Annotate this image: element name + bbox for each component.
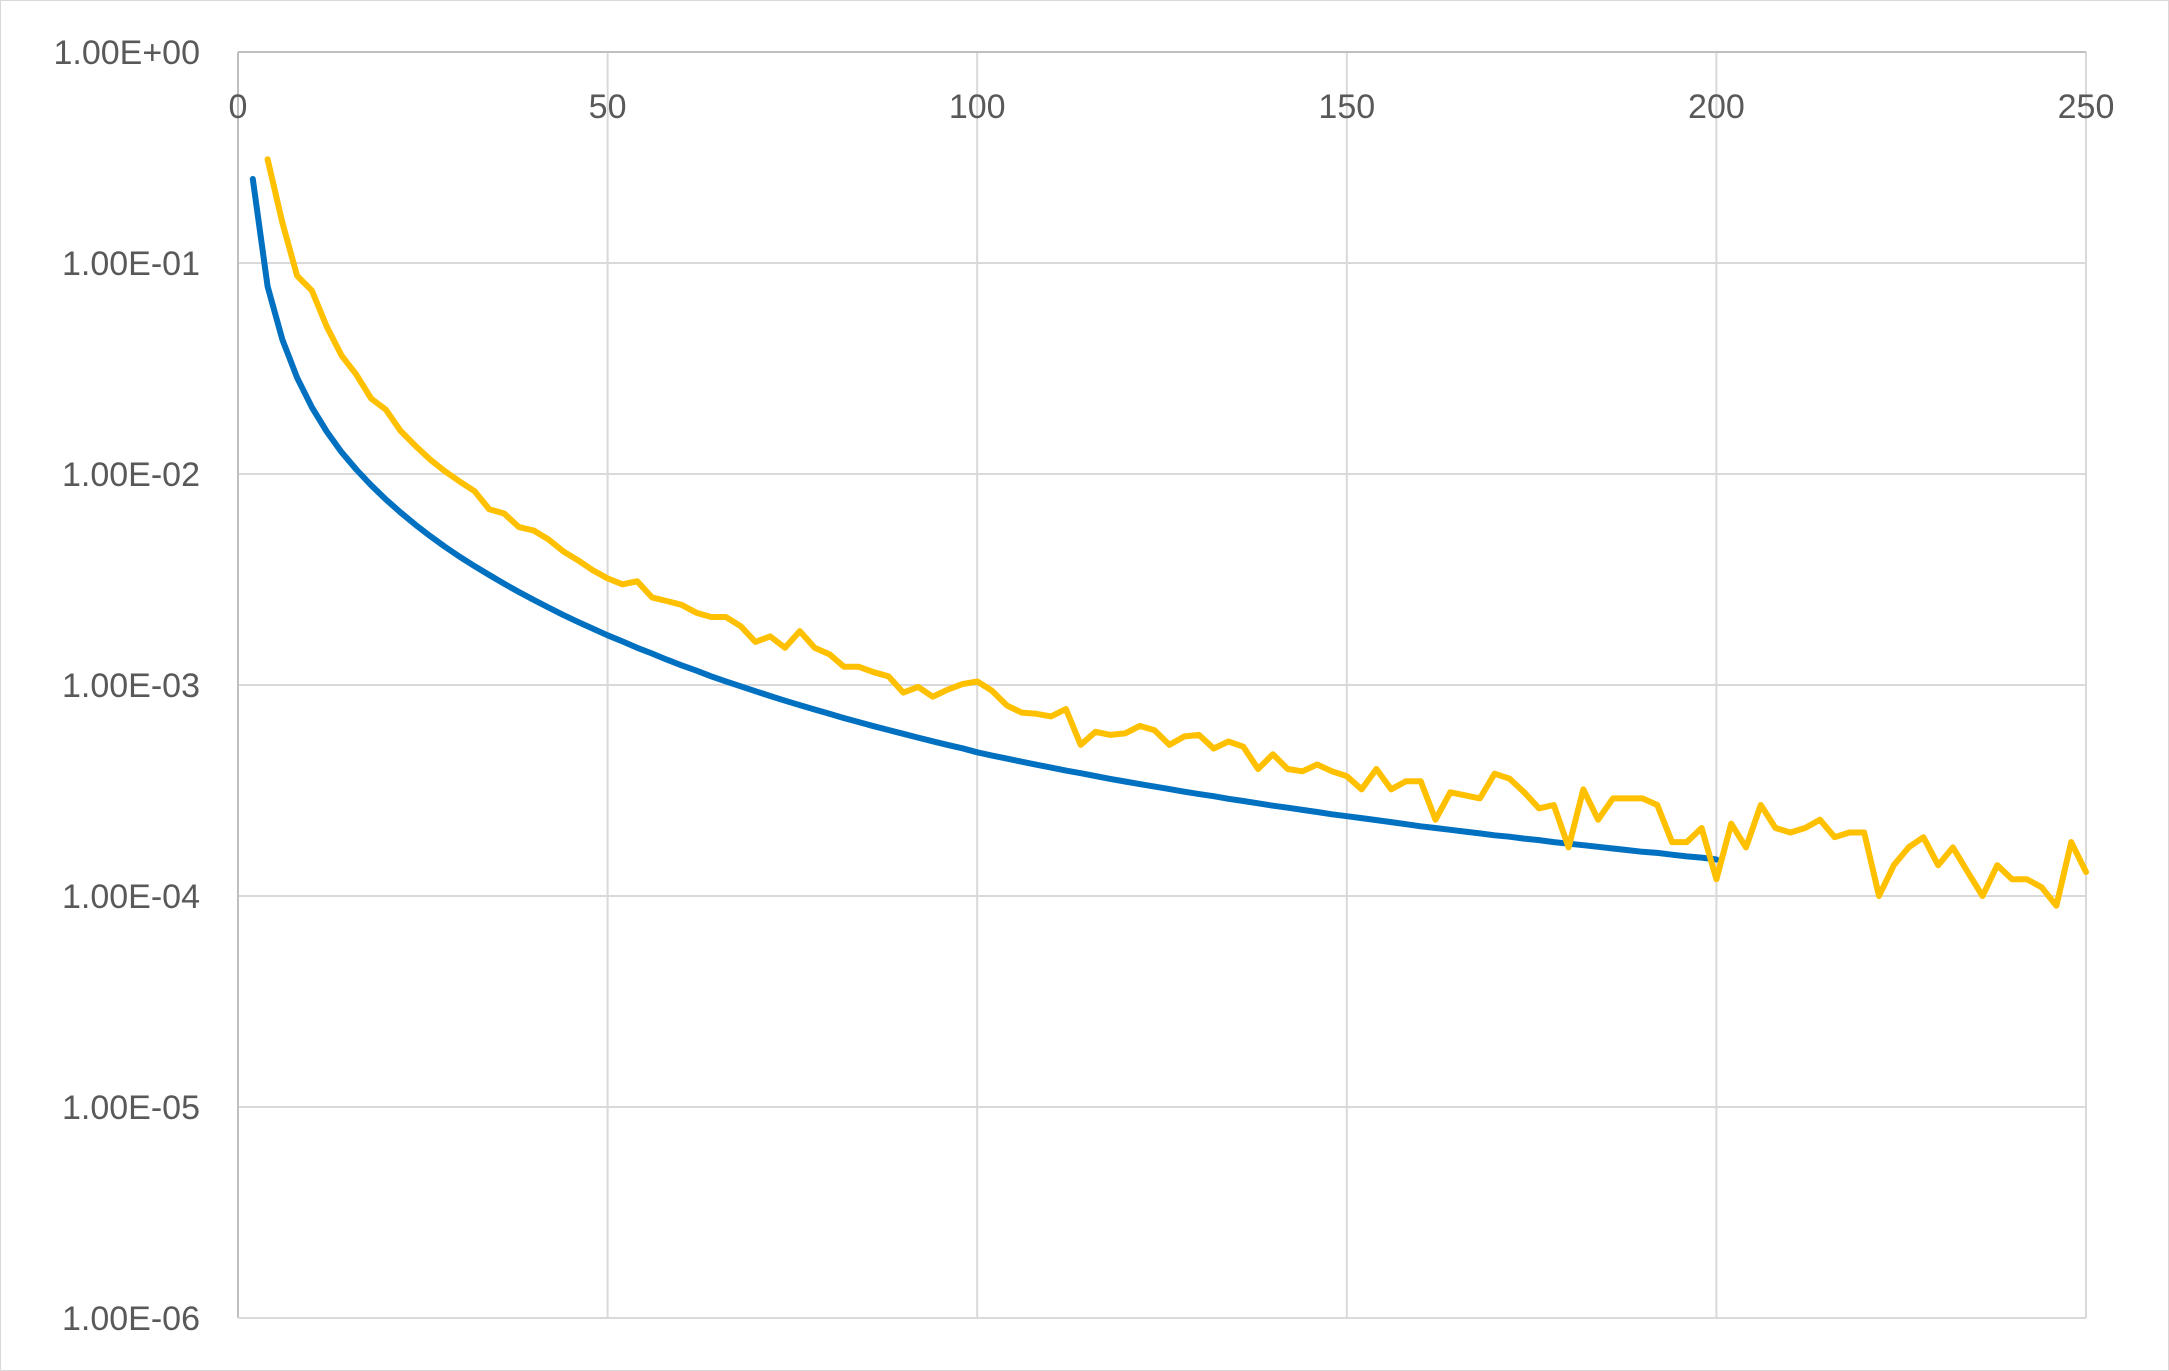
x-tick-label: 100 xyxy=(949,88,1006,126)
series-line-2 xyxy=(264,156,2089,909)
gridlines xyxy=(238,51,2087,1318)
x-tick-label: 200 xyxy=(1688,88,1745,126)
x-tick-label: 250 xyxy=(2058,88,2115,126)
x-tick-label: 50 xyxy=(589,88,627,126)
series-lines xyxy=(249,156,2089,909)
y-tick-label: 1.00E-03 xyxy=(62,667,200,705)
x-tick-label: 150 xyxy=(1318,88,1375,126)
tick-labels: 1.00E+00 1.00E-01 1.00E-02 1.00E-03 1.00E-04… xyxy=(53,34,2114,1338)
axes xyxy=(237,51,2086,1319)
y-tick-label: 1.00E+00 xyxy=(53,34,200,72)
y-tick-label: 1.00E-04 xyxy=(62,878,200,916)
series-line-1 xyxy=(249,176,1720,863)
x-tick-label: 0 xyxy=(229,88,248,126)
y-tick-label: 1.00E-06 xyxy=(62,1300,200,1338)
y-tick-label: 1.00E-02 xyxy=(62,456,200,494)
y-tick-label: 1.00E-05 xyxy=(62,1089,200,1127)
y-tick-label: 1.00E-01 xyxy=(62,245,200,283)
